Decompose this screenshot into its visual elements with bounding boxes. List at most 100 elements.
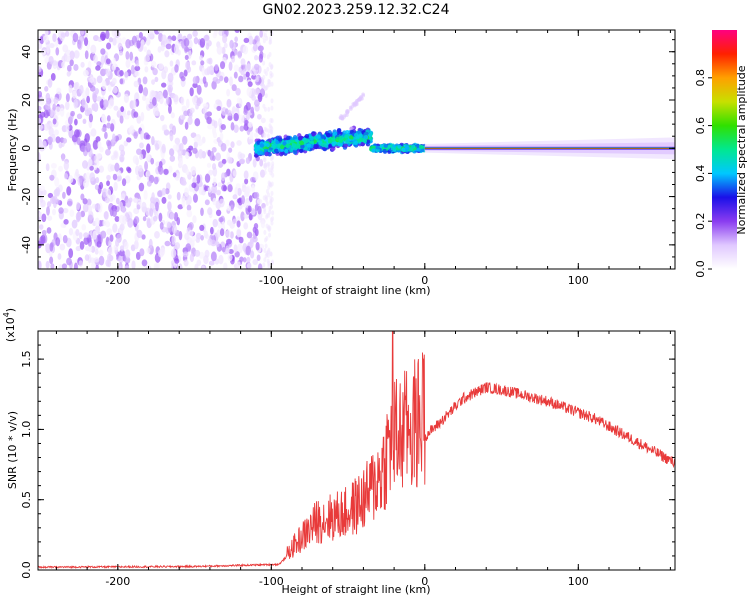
spectrogram-cell	[291, 142, 297, 148]
spectrogram-cell	[159, 114, 165, 122]
spectrogram-cell	[58, 207, 64, 214]
spectrogram-cell	[105, 58, 111, 65]
spectrogram-cell	[196, 98, 202, 107]
spectrogram-cell	[212, 218, 218, 228]
spectrogram-cell	[210, 251, 217, 262]
spectrogram-cell	[230, 231, 234, 239]
spectrogram-cell	[134, 65, 141, 72]
spectrogram-cell	[106, 253, 111, 263]
spectrogram-cell	[184, 54, 189, 61]
spectrogram-cell	[212, 197, 217, 206]
spectrogram-cell	[214, 63, 219, 72]
spectrogram-cell	[263, 157, 267, 163]
spectrogram-cell	[248, 35, 254, 45]
spectrogram-cell	[231, 84, 237, 92]
spectrogram-cell	[108, 37, 114, 43]
spectrogram-cell	[238, 158, 245, 165]
spectrogram-cell	[367, 133, 373, 138]
spectrogram-cell	[190, 132, 197, 139]
spectrogram-cell	[47, 78, 53, 88]
spectrogram-cell	[49, 256, 54, 265]
spectrogram-cell	[207, 238, 213, 246]
spectrogram-cell	[47, 215, 53, 221]
spectrogram-cell	[61, 61, 66, 69]
spectrogram-cell	[199, 38, 206, 48]
spectrogram-cell	[133, 131, 138, 139]
spectrogram-cell	[89, 172, 96, 182]
snr-xtick-label: -100	[259, 575, 284, 588]
spectrogram-cell	[100, 48, 106, 55]
spectrogram-cell	[246, 263, 252, 269]
spectrogram-cell	[401, 147, 406, 152]
spectrogram-cell	[113, 105, 119, 111]
spectrogram-cell	[94, 184, 99, 190]
spectrogram-cell	[98, 255, 105, 266]
spectrogram-cell	[79, 175, 84, 186]
spectrogram-cell	[229, 76, 233, 87]
spectrogram-cell	[105, 148, 111, 156]
spectrogram-cell	[76, 137, 81, 146]
spectrogram-cell	[218, 216, 224, 223]
spectrogram-cell	[88, 158, 93, 167]
spectrogram-cell	[268, 225, 272, 231]
spectrogram-cell	[275, 135, 280, 141]
spectrogram-cell	[161, 34, 167, 45]
spectrogram-cell	[170, 248, 177, 259]
spectrogram-cell	[254, 99, 260, 107]
spectrogram-cell	[271, 172, 275, 178]
spectrogram-cell	[221, 172, 226, 182]
spectrogram-cell	[52, 103, 57, 111]
spectrogram-cell	[89, 85, 96, 92]
spectrogram-cell	[148, 238, 153, 249]
spectrogram-cell	[259, 159, 264, 167]
spectrogram-cell	[243, 109, 248, 116]
spectrogram-cell	[119, 223, 125, 231]
spectrogram-cell	[88, 246, 93, 252]
colorbar-tick-label: 0.6	[694, 117, 707, 135]
spectrogram-cell	[107, 84, 112, 92]
spectrogram-cell	[124, 71, 129, 78]
spectrogram-cell	[219, 61, 226, 70]
spectrogram-cell	[73, 98, 78, 109]
spectrogram-cell	[163, 129, 170, 136]
spectrogram-cell	[239, 125, 245, 132]
spectrogram-cell	[44, 243, 51, 249]
spectrogram-cell	[66, 186, 72, 196]
spectrogram-cell	[245, 71, 250, 78]
spectrogram-cell	[183, 38, 190, 47]
spectrogram-cell	[207, 207, 213, 216]
spectrogram-cell	[58, 165, 63, 172]
spectrogram-cell	[119, 245, 125, 252]
spectrogram-cell	[260, 117, 266, 124]
spectrogram-cell	[169, 148, 175, 157]
spectrogram-cell	[262, 262, 266, 268]
spectrogram-cell	[121, 178, 127, 187]
spectrogram-cell	[39, 195, 44, 204]
spectrogram-cell	[150, 90, 157, 97]
spectrogram-cell	[75, 168, 79, 177]
spectrogram-ytick-label: 0	[20, 145, 33, 152]
spectrogram-cell	[154, 76, 159, 83]
spectrogram-cell	[40, 46, 47, 56]
spectrogram-cell	[130, 64, 135, 75]
spectrogram-cell	[200, 60, 205, 66]
spectrogram-cell	[118, 50, 124, 56]
spectrogram-cell	[318, 140, 323, 145]
spectrogram-cell	[139, 142, 144, 149]
spectrogram-cell	[192, 30, 198, 37]
spectrogram-cell	[48, 56, 54, 65]
spectrogram-cell	[263, 170, 267, 176]
spectrogram-cell	[55, 187, 61, 197]
spectrogram-cell	[185, 151, 190, 160]
spectrogram-cell	[215, 209, 222, 217]
spectrogram-cell	[131, 260, 136, 269]
spectrogram-cell	[253, 63, 260, 71]
spectrogram-ytick-label: 40	[20, 45, 33, 59]
spectrogram-cell	[139, 248, 145, 257]
spectrogram-cell	[38, 105, 42, 112]
spectrogram-cell	[135, 251, 141, 261]
spectrogram-cell	[91, 103, 96, 112]
spectrogram-cell	[268, 209, 272, 215]
spectrogram-cell	[112, 86, 118, 94]
